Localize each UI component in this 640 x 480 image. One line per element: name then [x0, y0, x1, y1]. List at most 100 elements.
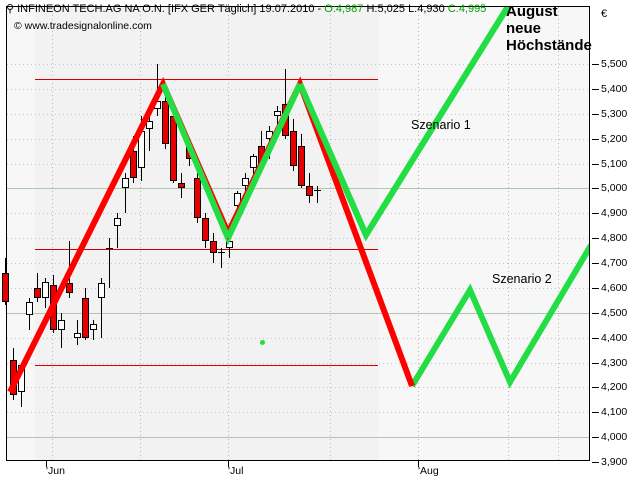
price-tick-label: 5,000 [601, 182, 628, 195]
price-tick-label: 4,900 [601, 207, 628, 220]
candlestick[interactable] [305, 173, 313, 204]
candle-body [33, 287, 41, 298]
candle-body [1, 272, 9, 302]
candle-body [177, 183, 185, 189]
headline-annotation-line1: August [506, 3, 558, 20]
candle-body [97, 282, 105, 298]
price-tick-label: 5,200 [601, 132, 628, 145]
candle-body [225, 240, 233, 249]
candlestick[interactable] [57, 312, 65, 348]
candlestick[interactable] [193, 165, 201, 224]
price-level-line[interactable] [35, 249, 378, 251]
gridline-major [7, 188, 589, 190]
candle-body [265, 131, 273, 139]
price-tick [592, 188, 599, 190]
price-tick [592, 163, 599, 165]
candlestick[interactable] [137, 116, 145, 181]
candlestick[interactable] [89, 320, 97, 341]
gridline-minor [7, 263, 589, 264]
gridline-vertical [140, 7, 141, 460]
candlestick[interactable] [257, 131, 265, 174]
price-tick-label: 4,000 [601, 431, 628, 444]
price-tick [592, 337, 599, 339]
candle-wick [108, 238, 110, 288]
gridline-minor [7, 213, 589, 215]
price-tick-label: 4,100 [601, 406, 628, 419]
candlestick[interactable] [169, 108, 177, 184]
candlestick[interactable] [81, 287, 89, 341]
candlestick[interactable] [1, 258, 9, 306]
headline-annotation-line3: Höchstände [506, 37, 592, 54]
gridline-minor [7, 238, 589, 240]
price-tick [592, 64, 599, 65]
price-tick-label: 5,500 [601, 58, 628, 70]
candle-body [129, 151, 137, 179]
candlestick[interactable] [201, 213, 209, 249]
candle-body [185, 146, 193, 159]
candle-wick [60, 312, 62, 348]
candlestick[interactable] [153, 64, 161, 117]
candlestick[interactable] [209, 233, 217, 263]
gridline-minor [7, 88, 589, 90]
candlestick[interactable] [33, 272, 41, 302]
candle-body [257, 146, 265, 166]
date-tick-label: 'Jul [228, 465, 244, 477]
candle-body [81, 297, 89, 338]
candlestick[interactable] [297, 133, 305, 189]
candlestick[interactable] [17, 362, 25, 408]
candlestick[interactable] [225, 238, 233, 259]
price-tick [592, 113, 599, 115]
candlestick[interactable] [313, 185, 321, 204]
candlestick[interactable] [41, 277, 49, 308]
gridline-minor [7, 287, 589, 289]
candlestick[interactable] [265, 126, 273, 159]
date-tick-label: 'Jun [46, 465, 65, 477]
candlestick[interactable] [233, 190, 241, 224]
candlestick[interactable] [161, 88, 169, 149]
gridline-minor [7, 362, 589, 364]
candlestick[interactable] [73, 320, 81, 346]
candle-body [41, 281, 49, 298]
candle-body [145, 121, 153, 129]
date-axis[interactable]: 'Jun 'Jul 'Aug [6, 461, 590, 480]
candlestick[interactable] [177, 173, 185, 199]
price-axis[interactable]: € 5,500 5,400 5,300 5,200 5,100 5,000 4,900 4,8… [592, 6, 640, 468]
candle-body [201, 218, 209, 241]
candlestick[interactable] [49, 275, 57, 333]
candlestick[interactable] [97, 277, 105, 338]
gridline-vertical [52, 7, 53, 460]
date-tick [46, 461, 47, 467]
candle-body [249, 156, 257, 169]
gridline-minor [7, 64, 589, 65]
candlestick[interactable] [121, 173, 129, 214]
candlestick[interactable] [249, 153, 257, 184]
candlestick[interactable] [217, 248, 225, 268]
candle-body [65, 282, 73, 293]
price-tick-label: 5,100 [601, 157, 628, 170]
candlestick[interactable] [145, 113, 153, 152]
price-tick-label: 5,400 [601, 82, 628, 95]
price-tick-label: 4,200 [601, 381, 628, 394]
price-level-line[interactable] [35, 364, 378, 366]
price-tick-label: 4,500 [601, 306, 628, 319]
price-tick [592, 287, 599, 289]
candlestick[interactable] [241, 173, 249, 206]
candlestick[interactable] [281, 68, 289, 139]
candlestick[interactable] [129, 136, 137, 184]
price-level-line[interactable] [35, 78, 378, 80]
price-tick [592, 387, 599, 389]
date-tick [228, 461, 229, 467]
candlestick[interactable] [9, 347, 17, 400]
gridline-minor [7, 387, 589, 389]
candlestick[interactable] [289, 118, 297, 171]
candlestick[interactable] [185, 138, 193, 166]
candlestick[interactable] [105, 238, 113, 288]
price-tick [592, 437, 599, 439]
candlestick[interactable] [273, 106, 281, 137]
candlestick[interactable] [65, 240, 73, 298]
candlestick[interactable] [25, 297, 33, 331]
price-tick [592, 238, 599, 240]
candle-body [305, 185, 313, 196]
candlestick[interactable] [113, 213, 121, 249]
candle-body [313, 189, 321, 191]
